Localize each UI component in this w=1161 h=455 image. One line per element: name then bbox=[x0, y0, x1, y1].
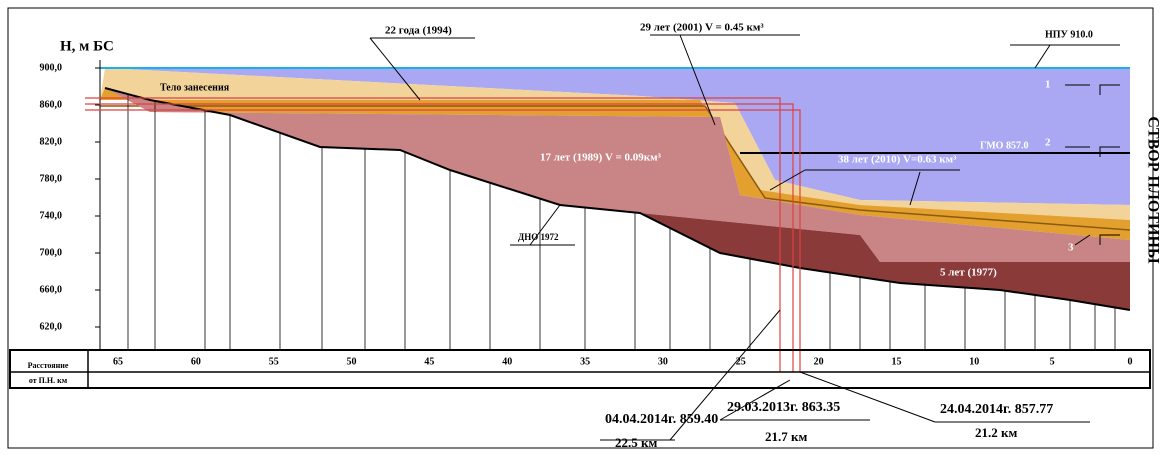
measurement-date: 29.03.2013г. 863.35 bbox=[727, 400, 840, 415]
measurement-distance: 22.5 км bbox=[615, 435, 657, 450]
annotation: 1 bbox=[1045, 79, 1051, 91]
diagram: Расстояние от П.Н. км Н, м БС 22 года (1… bbox=[0, 0, 1161, 450]
y-tick-label: 620,0 bbox=[40, 321, 63, 332]
x-tick-label: 0 bbox=[1128, 356, 1133, 367]
x-tick-label: 50 bbox=[347, 356, 357, 367]
annotation: ДНО 1972 bbox=[518, 232, 559, 242]
x-tick-label: 40 bbox=[502, 356, 512, 367]
x-tick-label: 35 bbox=[580, 356, 590, 367]
row-label: Расстояние bbox=[28, 361, 69, 370]
x-tick-label: 25 bbox=[736, 356, 746, 367]
axis-title: Н, м БС bbox=[60, 38, 114, 54]
y-tick-label: 780,0 bbox=[40, 173, 63, 184]
y-tick-label: 900,0 bbox=[40, 62, 63, 73]
y-tick-label: 700,0 bbox=[40, 247, 63, 258]
x-tick-label: 20 bbox=[814, 356, 824, 367]
annotation: ГМО 857.0 bbox=[980, 140, 1028, 151]
measurement-distance: 21.7 км bbox=[765, 429, 807, 444]
y-tick-label: 740,0 bbox=[40, 210, 63, 221]
y-tick-label: 820,0 bbox=[40, 136, 63, 147]
x-tick-label: 10 bbox=[969, 356, 979, 367]
dam-label: СТВОР ПЛОТИНЫ bbox=[1144, 116, 1161, 263]
x-tick-label: 60 bbox=[191, 356, 201, 367]
annotation: 2 bbox=[1045, 137, 1051, 149]
measurement-distance: 21.2 км bbox=[975, 425, 1017, 440]
x-tick-label: 30 bbox=[658, 356, 668, 367]
annotation: 38 лет (2010) V=0.63 км³ bbox=[838, 154, 957, 166]
annotation: 22 года (1994) bbox=[385, 25, 452, 37]
x-tick-label: 15 bbox=[891, 356, 901, 367]
annotation: 17 лет (1989) V = 0.09км³ bbox=[540, 152, 662, 164]
x-tick-label: 5 bbox=[1050, 356, 1055, 367]
y-tick-label: 860,0 bbox=[40, 99, 63, 110]
annotation: 3 bbox=[1068, 242, 1074, 254]
row-label: от П.Н. км bbox=[29, 376, 68, 385]
y-tick-label: 660,0 bbox=[40, 284, 63, 295]
x-tick-label: 65 bbox=[113, 356, 123, 367]
x-tick-label: 45 bbox=[424, 356, 434, 367]
annotation: 5 лет (1977) bbox=[940, 267, 997, 279]
annotation: 29 лет (2001) V = 0.45 км³ bbox=[640, 22, 764, 34]
annotation: НПУ 910.0 bbox=[1045, 29, 1093, 40]
annotation: Тело занесения bbox=[160, 82, 230, 93]
measurement-date: 04.04.2014г. 859.40 bbox=[605, 412, 718, 427]
x-tick-label: 55 bbox=[269, 356, 279, 367]
measurement-date: 24.04.2014г. 857.77 bbox=[940, 402, 1053, 417]
